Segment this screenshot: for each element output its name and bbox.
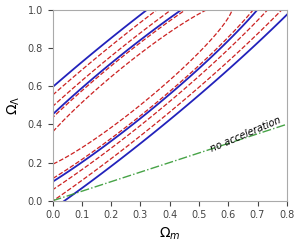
X-axis label: $\Omega_m$: $\Omega_m$ [159,226,181,243]
Y-axis label: $\Omega_\Lambda$: $\Omega_\Lambda$ [6,95,22,115]
Text: no acceleration: no acceleration [209,115,283,154]
